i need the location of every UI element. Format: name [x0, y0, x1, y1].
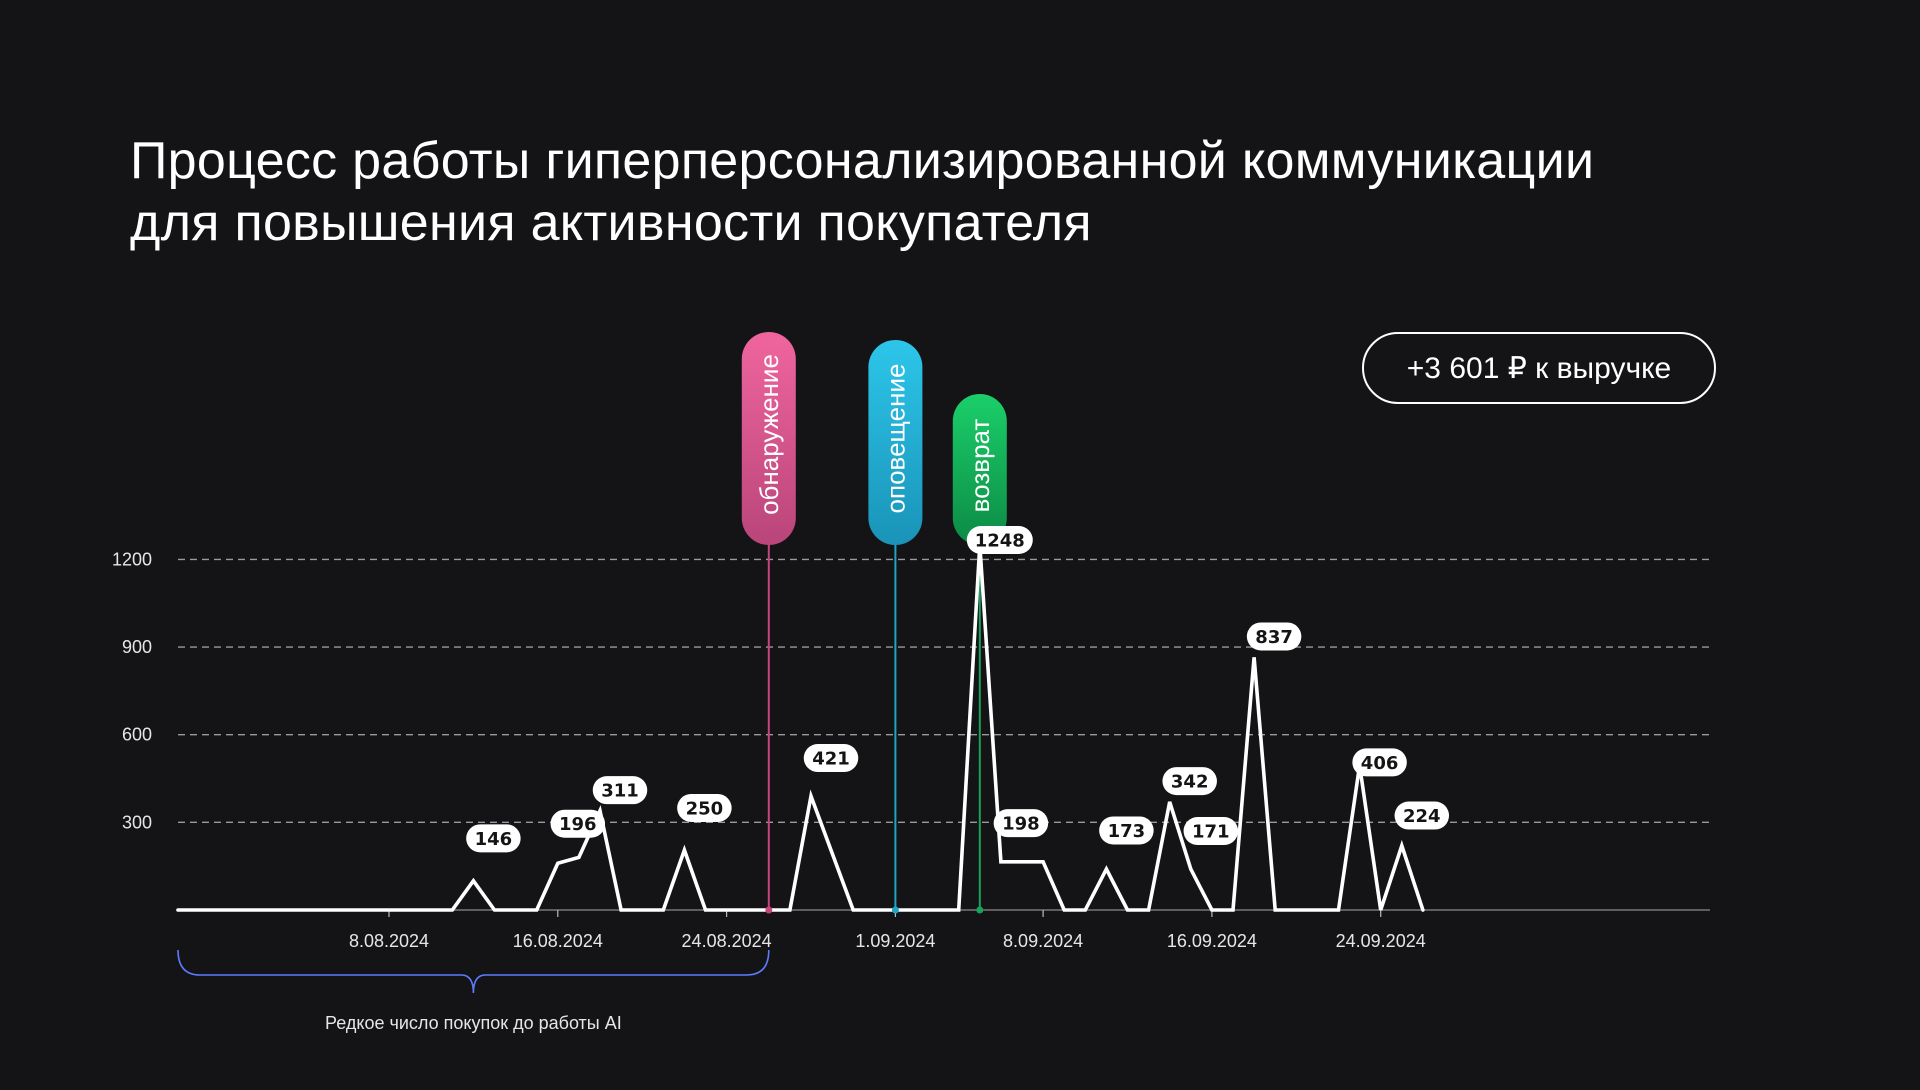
data-label-bubble	[550, 809, 606, 838]
data-label: 406	[1352, 748, 1407, 777]
page-title: Процесс работы гиперперсонализированной …	[130, 130, 1730, 254]
data-label-text: 342	[1171, 772, 1209, 793]
x-tick-label: 24.08.2024	[682, 931, 772, 951]
annotation-layer: Редкое число покупок до работы AI	[177, 949, 770, 1033]
stage-marker-2	[868, 340, 923, 545]
y-tick-label: 600	[122, 725, 152, 745]
data-label-text: 146	[475, 829, 513, 850]
data-label-bubble	[592, 776, 648, 805]
data-label: 196	[550, 809, 606, 838]
revenue-badge: +3 601 ₽ к выручке	[1362, 332, 1716, 404]
stage-dot-1	[765, 906, 773, 914]
data-label-text: 421	[812, 749, 850, 770]
data-label-bubble	[677, 793, 732, 822]
y-tick-label: 300	[122, 812, 152, 832]
stage-label-3: возврат	[965, 419, 995, 513]
page-title-line-2: для повышения активности покупателя	[130, 194, 1092, 252]
stage-marker-3	[952, 394, 1007, 545]
data-label: 224	[1394, 801, 1450, 830]
data-label-bubble	[1099, 816, 1154, 845]
annotation-brace	[177, 949, 770, 994]
data-label-bubble	[1162, 767, 1217, 796]
y-tick-label: 1200	[112, 549, 152, 569]
data-label-bubble	[1352, 748, 1407, 777]
data-label-bubble	[993, 809, 1049, 838]
data-label: 198	[993, 809, 1049, 838]
x-tick-label: 24.09.2024	[1336, 931, 1426, 951]
data-label: 250	[677, 793, 732, 822]
data-label-text: 250	[686, 798, 724, 819]
data-label-text: 1248	[975, 531, 1025, 552]
data-label: 837	[1246, 622, 1302, 651]
stage-layer: обнаружение оповещение возврат	[741, 332, 1007, 914]
data-label: 311	[592, 776, 648, 805]
data-label: 421	[803, 744, 859, 773]
axis-layer: 300 600 900 1200 8.08.2024 16.08.2024 24.08.20…	[112, 549, 1710, 951]
data-label-bubble	[466, 824, 521, 853]
data-label: 1248	[966, 526, 1033, 554]
x-tick-label: 8.09.2024	[1003, 931, 1083, 951]
data-label-text: 837	[1255, 627, 1293, 648]
data-label: 171	[1183, 817, 1239, 846]
data-label-bubble	[1394, 801, 1450, 830]
data-label-text: 311	[601, 781, 639, 802]
page-title-line-1: Процесс работы гиперперсонализированной …	[130, 132, 1595, 190]
y-tick-label: 900	[122, 637, 152, 657]
data-label-text: 406	[1361, 753, 1399, 774]
stage-line-layer	[767, 545, 981, 910]
data-label-text: 171	[1192, 822, 1230, 843]
x-tick-label: 8.08.2024	[349, 931, 429, 951]
stage-dot-3	[976, 906, 984, 914]
data-label-text: 224	[1403, 806, 1441, 827]
x-tick-label: 16.09.2024	[1167, 931, 1257, 951]
data-label: 173	[1099, 816, 1154, 845]
data-label: 342	[1162, 767, 1217, 796]
series-layer	[176, 544, 1425, 912]
series-line	[176, 544, 1425, 912]
stage-marker-1	[741, 332, 796, 545]
stage-label-1: обнаружение	[754, 354, 784, 515]
stage-label-2: оповещение	[880, 364, 910, 514]
data-label-text: 196	[559, 814, 597, 835]
data-label-bubble	[1183, 817, 1239, 846]
grid-layer	[178, 558, 1710, 824]
data-label-bubble	[803, 744, 859, 773]
stage-dot-2	[891, 906, 899, 914]
data-label-text: 198	[1002, 814, 1040, 835]
data-label: 146	[466, 824, 521, 853]
data-label-bubble	[1246, 622, 1302, 651]
data-label-text: 173	[1108, 821, 1146, 842]
data-label-bubble	[966, 526, 1033, 554]
x-tick-label: 16.08.2024	[513, 931, 603, 951]
x-tick-label: 1.09.2024	[855, 931, 935, 951]
annotation-text: Редкое число покупок до работы AI	[325, 1013, 622, 1033]
